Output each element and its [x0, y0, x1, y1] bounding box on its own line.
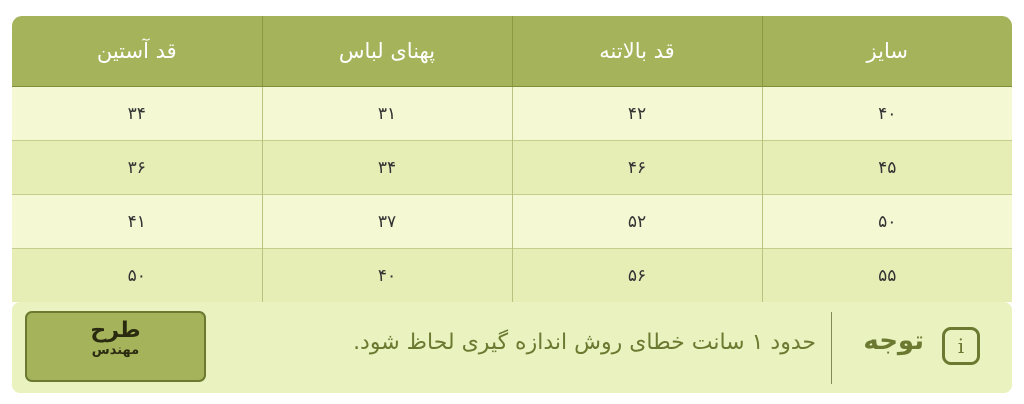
logo-line2: مهندس: [91, 343, 140, 358]
table-cell: ۴۰: [761, 86, 1012, 141]
table-cell: ۵۲: [511, 194, 762, 249]
table-row: ۴۵ ۴۶ ۳۴ ۳۶: [12, 140, 1012, 195]
header-torso-length: قد بالاتنه: [511, 16, 762, 87]
table-cell: ۴۱: [12, 194, 262, 249]
brand-logo: طرح مهندس: [25, 311, 206, 382]
table-header-row: سایز قد بالاتنه پهنای لباس قد آستین: [12, 16, 1012, 87]
table-cell: ۴۵: [761, 140, 1012, 195]
notice-title: توجه: [863, 326, 924, 356]
table-row: ۴۰ ۴۲ ۳۱ ۳۴: [12, 86, 1012, 141]
table-cell: ۴۲: [511, 86, 762, 141]
header-size: سایز: [761, 16, 1012, 87]
table-cell: ۴۶: [511, 140, 762, 195]
notice-text: حدود ۱ سانت خطای روش اندازه گیری لحاظ شو…: [353, 330, 816, 355]
table-cell: ۳۷: [261, 194, 512, 249]
table-cell: ۳۱: [261, 86, 512, 141]
logo-line1: طرح: [90, 318, 141, 343]
table-cell: ۳۶: [12, 140, 262, 195]
notice-box: i توجه حدود ۱ سانت خطای روش اندازه گیری …: [12, 302, 1012, 393]
table-row: ۵۵ ۵۶ ۴۰ ۵۰: [12, 248, 1012, 302]
table-cell: ۵۰: [761, 194, 1012, 249]
table-row: ۵۰ ۵۲ ۳۷ ۴۱: [12, 194, 1012, 249]
table-cell: ۴۰: [261, 248, 512, 302]
table-cell: ۵۰: [12, 248, 262, 302]
header-sleeve-length: قد آستین: [12, 16, 262, 87]
header-width: پهنای لباس: [261, 16, 512, 87]
info-icon: i: [942, 327, 980, 365]
size-table: سایز قد بالاتنه پهنای لباس قد آستین ۴۰ ۴…: [12, 16, 1012, 302]
table-cell: ۵۶: [511, 248, 762, 302]
table-cell: ۵۵: [761, 248, 1012, 302]
table-cell: ۳۴: [261, 140, 512, 195]
notice-divider: [831, 312, 832, 384]
table-cell: ۳۴: [12, 86, 262, 141]
